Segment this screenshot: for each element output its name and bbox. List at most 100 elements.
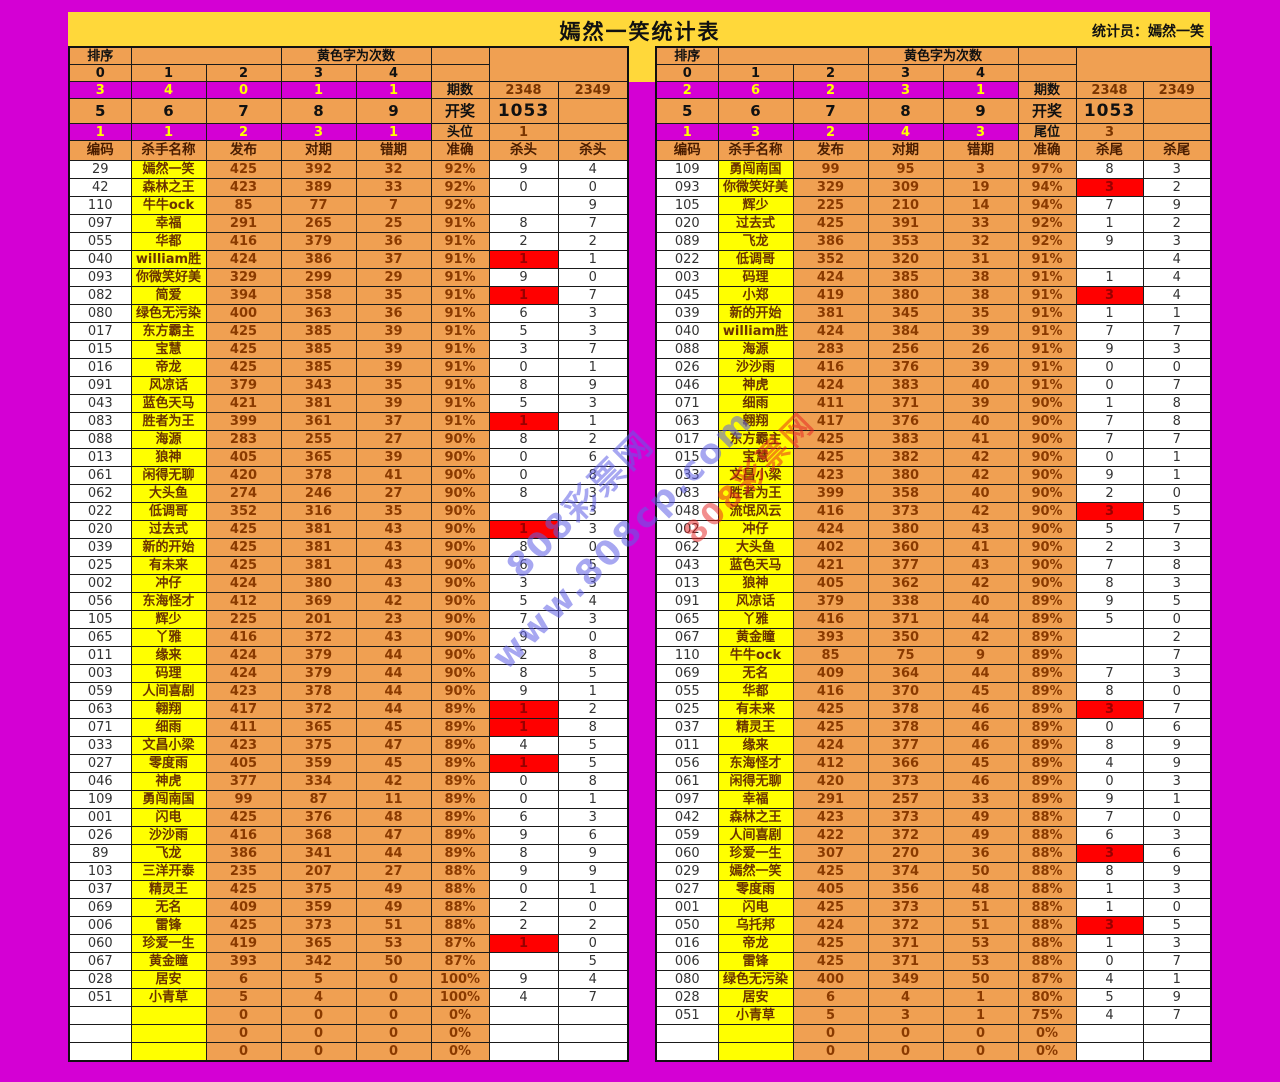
- table-row: 029 嫣然一笑 425 374 50 88% 8 9: [655, 862, 1212, 881]
- cell-matched: 385: [280, 358, 357, 377]
- cell-kill-2: 1: [1142, 790, 1212, 809]
- cell-matched: 381: [280, 394, 357, 413]
- table-row: 015 宝慧 425 382 42 90% 0 1: [655, 448, 1212, 467]
- cell-code: 028: [655, 988, 719, 1007]
- cell-published: 425: [205, 322, 282, 341]
- cell-code: 105: [68, 610, 132, 629]
- cell-code: 056: [655, 754, 719, 773]
- cell-published: 425: [205, 160, 282, 179]
- cell-matched: 371: [867, 952, 944, 971]
- period-value: 2348: [1075, 81, 1144, 99]
- cell-accuracy: 88%: [1017, 844, 1077, 863]
- cell-published: 409: [205, 898, 282, 917]
- cell-killer-name: 零度雨: [717, 880, 794, 899]
- cell-code: 088: [68, 430, 132, 449]
- cell-code: 037: [655, 718, 719, 737]
- count-value: 6: [717, 81, 794, 99]
- cell-code: [68, 1024, 132, 1043]
- cell-matched: 373: [280, 916, 357, 935]
- count-value: 3: [867, 81, 944, 99]
- cell-matched: 378: [867, 718, 944, 737]
- cell-matched: 373: [867, 898, 944, 917]
- cell-missed: 32: [942, 232, 1019, 251]
- cell-matched: 95: [867, 160, 944, 179]
- cell-kill-1: 0: [488, 178, 559, 197]
- period-label: 期数: [430, 81, 490, 99]
- column-header: 准确: [1017, 140, 1077, 161]
- cell-kill-1: 0: [1075, 952, 1144, 971]
- cell-code: 110: [655, 646, 719, 665]
- cell-matched: 0: [280, 1024, 357, 1043]
- counts-row-top: 2 6 2 3 1 期数 2348 2349: [655, 81, 1212, 99]
- cell-killer-name: 有未来: [130, 556, 207, 575]
- cell-kill-2: 5: [557, 952, 629, 971]
- table-row: 016 帝龙 425 371 53 88% 1 3: [655, 934, 1212, 953]
- kill-tail-table: 排序 黄色字为次数 0 1 2 3 4 2 6 2 3 1 期数 2348 2349 5 6 7 8 9 开奖 1053 1…: [655, 46, 1213, 1062]
- cell-kill-1: 8: [488, 376, 559, 395]
- table-row: 028 居安 6 5 0 100% 9 4: [68, 970, 629, 989]
- cell-kill-2: 3: [1142, 232, 1212, 251]
- cell-killer-name: 帝龙: [130, 358, 207, 377]
- cell-kill-2: 0: [1142, 808, 1212, 827]
- cell-missed: 19: [942, 178, 1019, 197]
- cell-matched: 341: [280, 844, 357, 863]
- cell-kill-2: 9: [557, 196, 629, 215]
- cell-matched: 379: [280, 664, 357, 683]
- cell-missed: 40: [942, 592, 1019, 611]
- cell-kill-2: 3: [557, 484, 629, 503]
- cell-missed: 38: [942, 268, 1019, 287]
- position-label: 头位: [430, 123, 490, 141]
- cell-published: 411: [792, 394, 869, 413]
- cell-kill-2: 1: [557, 412, 629, 431]
- cell-code: 011: [68, 646, 132, 665]
- cell-missed: 44: [355, 646, 432, 665]
- cell-matched: 384: [867, 322, 944, 341]
- cell-matched: 385: [280, 322, 357, 341]
- cell-killer-name: 神虎: [130, 772, 207, 791]
- cell-killer-name: 人间喜剧: [130, 682, 207, 701]
- cell-kill-2: 0: [1142, 484, 1212, 503]
- cell-published: 99: [792, 160, 869, 179]
- cell-code: 42: [68, 178, 132, 197]
- cell-matched: 374: [867, 862, 944, 881]
- table-row: 055 华都 416 370 45 89% 8 0: [655, 682, 1212, 701]
- table-row: 043 蓝色天马 421 377 43 90% 7 8: [655, 556, 1212, 575]
- cell-killer-name: 辉少: [717, 196, 794, 215]
- cell-killer-name: 幸福: [717, 790, 794, 809]
- cell-kill-1: 8: [1075, 160, 1144, 179]
- cell-kill-1: 5: [1075, 988, 1144, 1007]
- table-row: 065 丫雅 416 371 44 89% 5 0: [655, 610, 1212, 629]
- cell-kill-2: 8: [557, 718, 629, 737]
- cell-published: 381: [792, 304, 869, 323]
- cell-published: 425: [792, 862, 869, 881]
- cell-missed: 43: [355, 574, 432, 593]
- cell-matched: 3: [867, 1006, 944, 1025]
- cell-accuracy: 87%: [1017, 970, 1077, 989]
- cell-code: 071: [655, 394, 719, 413]
- cell-published: 0: [205, 1024, 282, 1043]
- cell-published: 291: [205, 214, 282, 233]
- cell-published: 423: [792, 808, 869, 827]
- cell-matched: 377: [867, 556, 944, 575]
- table-row: 013 狼神 405 362 42 90% 8 3: [655, 574, 1212, 593]
- cell-accuracy: 89%: [1017, 664, 1077, 683]
- table-row: 093 你微笑好美 329 299 29 91% 9 0: [68, 268, 629, 287]
- cell-published: 5: [205, 988, 282, 1007]
- cell-matched: 359: [280, 754, 357, 773]
- cell-killer-name: 东方霸主: [717, 430, 794, 449]
- sort-label: 排序: [655, 46, 719, 65]
- note-label: 黄色字为次数: [867, 46, 1019, 65]
- table-row: 013 狼神 405 365 39 90% 0 6: [68, 448, 629, 467]
- cell-kill-1: 8: [1075, 682, 1144, 701]
- cell-matched: 270: [867, 844, 944, 863]
- cell-accuracy: 90%: [430, 538, 490, 557]
- cell-kill-1: 1: [1075, 898, 1144, 917]
- cell-killer-name: 闪电: [717, 898, 794, 917]
- cell-published: 377: [205, 772, 282, 791]
- cell-kill-2: 0: [557, 628, 629, 647]
- cell-kill-2: 7: [557, 214, 629, 233]
- cell-killer-name: 丫雅: [130, 628, 207, 647]
- cell-code: [655, 1024, 719, 1043]
- table-row: 067 黄金瞳 393 350 42 89% 2: [655, 628, 1212, 647]
- cell-published: 425: [205, 880, 282, 899]
